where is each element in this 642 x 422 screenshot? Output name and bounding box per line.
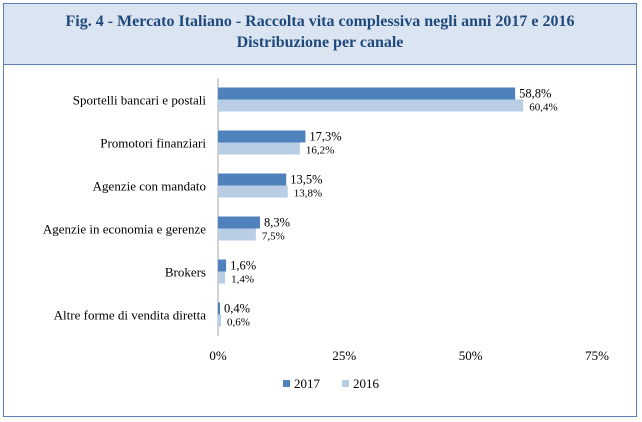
bar-2016-0: [218, 99, 524, 112]
chart-title: Fig. 4 - Mercato Italiano - Raccolta vit…: [65, 13, 575, 30]
bar-2017-1: [218, 130, 306, 143]
legend-label-2016: 2016: [353, 376, 380, 391]
data-label-2016: 7,5%: [262, 231, 285, 243]
data-label-2017: 8,3%: [264, 216, 290, 230]
category-label: Agenzie con mandato: [93, 179, 206, 194]
data-label-2016: 13,8%: [294, 188, 322, 200]
data-label-2017: 17,3%: [309, 130, 341, 144]
x-tick-label: 75%: [585, 348, 609, 363]
category-label: Brokers: [165, 265, 206, 280]
data-label-2016: 60,4%: [529, 102, 557, 114]
bar-2016-2: [218, 185, 288, 198]
data-label-2017: 1,6%: [230, 259, 256, 273]
category-label: Altre forme di vendita diretta: [54, 308, 207, 323]
bar-2016-3: [218, 228, 256, 241]
category-label: Promotori finanziari: [100, 136, 206, 151]
bar-2017-2: [218, 173, 287, 186]
data-label-2016: 16,2%: [306, 145, 334, 157]
bar-2017-4: [218, 259, 227, 272]
bar-2016-5: [218, 314, 222, 327]
legend-label-2017: 2017: [294, 376, 321, 391]
data-label-2017: 13,5%: [290, 173, 322, 187]
x-tick-label: 50%: [459, 348, 483, 363]
bar-2017-0: [218, 87, 516, 100]
legend-swatch-2016: [342, 380, 349, 387]
data-label-2017: 0,4%: [224, 302, 250, 316]
chart-subtitle: Distribuzione per canale: [236, 34, 404, 51]
figure-header: Fig. 4 - Mercato Italiano - Raccolta vit…: [4, 4, 636, 65]
data-label-2017: 58,8%: [519, 87, 551, 101]
bar-2016-4: [218, 271, 226, 284]
x-tick-label: 0%: [209, 348, 227, 363]
data-label-2016: 1,4%: [231, 274, 254, 286]
bar-2016-1: [218, 142, 300, 155]
legend-swatch-2017: [283, 380, 290, 387]
x-tick-label: 25%: [332, 348, 356, 363]
figure-frame: Fig. 4 - Mercato Italiano - Raccolta vit…: [3, 3, 637, 417]
data-label-2016: 0,6%: [227, 317, 250, 329]
category-label: Sportelli bancari e postali: [73, 93, 207, 108]
bar-2017-3: [218, 216, 260, 229]
bar-2017-5: [218, 302, 221, 315]
category-label: Agenzie in economia e gerenze: [43, 222, 206, 237]
